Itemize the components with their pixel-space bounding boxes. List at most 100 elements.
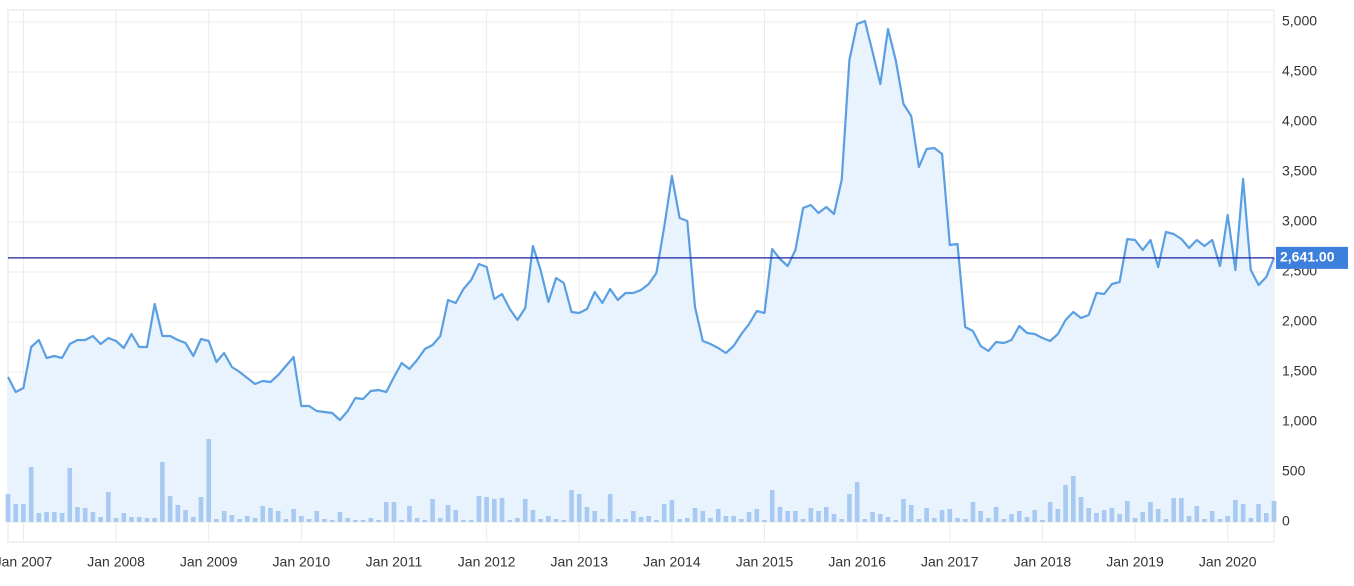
volume-bar <box>82 508 88 522</box>
x-tick-label: Jan 2017 <box>921 554 979 570</box>
volume-bar <box>854 482 860 522</box>
volume-bar <box>59 513 65 522</box>
area <box>8 21 1274 522</box>
volume-bar <box>214 519 219 522</box>
volume-bar <box>1209 511 1215 522</box>
volume-bar <box>407 506 412 522</box>
volume-bar <box>1024 517 1030 522</box>
volume-bar <box>885 517 891 522</box>
volume-bar <box>1217 519 1223 522</box>
volume-bar <box>893 520 899 522</box>
volume-bar <box>932 518 937 522</box>
volume-bar <box>1132 518 1138 522</box>
volume-bar <box>978 511 983 522</box>
y-tick-label: 2,000 <box>1282 313 1317 329</box>
volume-bar <box>970 502 976 522</box>
volume-bar <box>715 509 721 522</box>
volume-bar <box>607 494 613 522</box>
volume-bar <box>113 518 119 522</box>
volume-bar <box>190 517 196 522</box>
volume-bar <box>808 508 814 522</box>
volume-bar <box>360 520 366 522</box>
volume-bar <box>831 514 837 522</box>
y-tick-label: 3,000 <box>1282 213 1317 229</box>
volume-bar <box>13 504 19 522</box>
volume-bar <box>21 504 26 522</box>
volume-bar <box>36 513 42 522</box>
volume-bar <box>654 520 659 522</box>
volume-bar <box>962 519 968 522</box>
x-tick-label: Jan 2011 <box>366 554 423 570</box>
volume-bar <box>75 507 80 522</box>
volume-bar <box>947 509 953 522</box>
volume-bar <box>136 517 142 522</box>
volume-bar <box>1101 510 1107 522</box>
volume-bar <box>461 520 466 522</box>
volume-bar <box>52 512 57 522</box>
volume-bar <box>484 497 489 522</box>
volume-bar <box>376 520 381 522</box>
volume-bar <box>28 467 34 522</box>
x-tick-label: Jan 2014 <box>643 554 701 570</box>
volume-bar <box>924 508 929 522</box>
volume-bar <box>1194 506 1200 522</box>
volume-bar <box>368 518 374 522</box>
x-tick-label: Jan 2010 <box>273 554 331 570</box>
volume-bar <box>839 519 845 522</box>
volume-bar <box>1032 510 1037 522</box>
volume-bar <box>329 520 335 522</box>
volume-bar <box>206 439 212 522</box>
volume-bar <box>878 514 883 522</box>
volume-bar <box>1125 501 1130 522</box>
volume-bar <box>584 507 590 522</box>
volume-bar <box>430 499 435 522</box>
volume-bar <box>908 505 914 522</box>
volume-bar <box>708 518 713 522</box>
volume-bar <box>669 500 675 522</box>
y-tick-label: 500 <box>1282 463 1306 479</box>
volume-bar <box>847 494 852 522</box>
volume-bar <box>1117 514 1122 522</box>
volume-bar <box>993 507 999 522</box>
volume-bar <box>1248 518 1254 522</box>
volume-bar <box>1240 504 1246 522</box>
y-tick-label: 4,000 <box>1282 113 1317 129</box>
last-price-box <box>1276 246 1348 269</box>
volume-bar <box>507 520 513 522</box>
volume-bar <box>823 507 829 522</box>
volume-bar <box>769 490 775 522</box>
volume-bar <box>723 516 729 522</box>
volume-bar <box>399 520 404 522</box>
volume-bar <box>283 519 289 522</box>
volume-bar <box>1009 514 1014 522</box>
volume-bar <box>685 518 690 522</box>
volume-bar <box>901 499 906 522</box>
y-tick-label: 1,000 <box>1282 413 1317 429</box>
volume-bar <box>561 520 567 522</box>
volume-bar <box>299 516 304 522</box>
volume-bar <box>569 490 574 522</box>
volume-bar <box>67 468 73 522</box>
volume-bar <box>175 505 181 522</box>
volume-bar <box>538 519 543 522</box>
volume-bar <box>955 518 960 522</box>
volume-bar <box>275 511 281 522</box>
volume-bar <box>1094 513 1099 522</box>
y-tick-label: 3,500 <box>1282 163 1317 179</box>
volume-bar <box>468 520 474 522</box>
volume-bar <box>862 519 868 522</box>
volume-bar <box>1202 519 1207 522</box>
x-tick-label: Jan 2009 <box>180 554 238 570</box>
volume-bar <box>1171 498 1176 522</box>
volume-bar <box>638 517 644 522</box>
volume-bar <box>870 512 875 522</box>
volume-bar <box>661 504 667 522</box>
volume-bar <box>700 511 706 522</box>
volume-bar <box>546 516 551 522</box>
y-tick-label: 5,000 <box>1282 13 1317 29</box>
volume-bar <box>391 502 397 522</box>
volume-bar <box>1047 502 1053 522</box>
x-tick-label: Jan 2015 <box>736 554 794 570</box>
volume-bar <box>291 509 296 522</box>
volume-bar <box>268 508 273 522</box>
